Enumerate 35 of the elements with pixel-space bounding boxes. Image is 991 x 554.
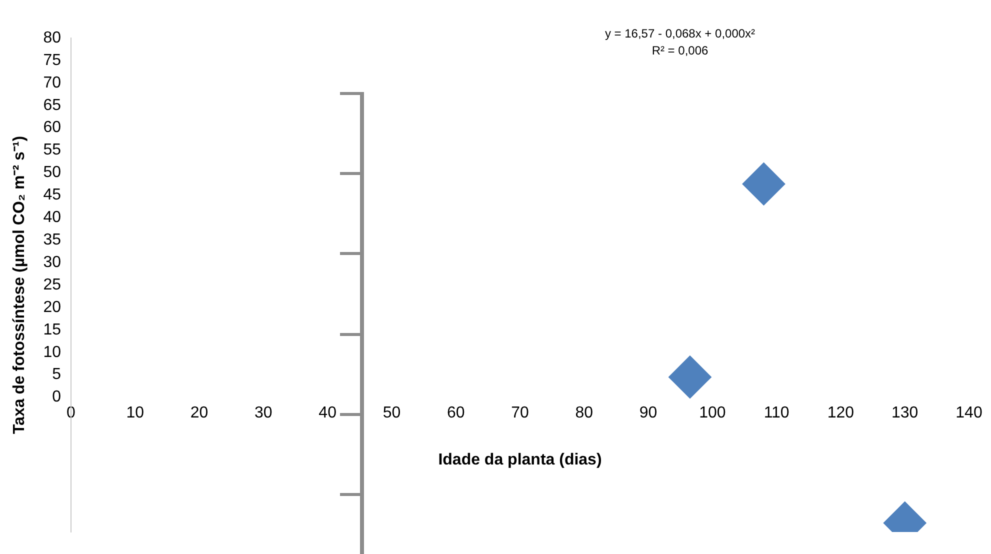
x-tick-label: 90 <box>639 404 658 422</box>
annotation: y = 16,57 - 0,068x + 0,000x² <box>604 26 756 40</box>
y-tick-label: 5 <box>52 366 62 384</box>
y-tick-label: 60 <box>43 119 62 136</box>
y-tick-label: 25 <box>43 276 62 294</box>
y-tick-label: 65 <box>43 96 62 114</box>
x-tick-label: 20 <box>190 404 208 422</box>
y-tick-label: 10 <box>43 344 62 361</box>
x-tick-label: 50 <box>382 404 401 422</box>
x-tick-label: 120 <box>827 404 854 422</box>
x-tick-label: 110 <box>764 404 790 422</box>
y-tick-label: 45 <box>43 186 62 204</box>
y-tick-label: 70 <box>43 74 62 92</box>
y-tick-label: 75 <box>43 52 62 69</box>
y-tick-label: 50 <box>43 164 62 182</box>
x-tick-label: 80 <box>575 404 594 422</box>
y-tick-label: 40 <box>43 209 62 226</box>
x-tick-label: 10 <box>126 404 144 422</box>
x-tick-label: 30 <box>254 404 272 422</box>
x-tick-label: 60 <box>446 404 465 422</box>
x-tick-label: 70 <box>511 404 529 422</box>
annotation: R² = 0,006 <box>652 43 709 58</box>
y-tick-label: 35 <box>43 231 62 248</box>
y-axis-title: Taxa de fotossíntese (µmol CO₂ m⁻² s⁻¹) <box>11 136 28 434</box>
y-tick-label: 0 <box>52 388 62 406</box>
x-tick-label: 100 <box>699 404 726 422</box>
y-tick-label: 80 <box>43 29 62 46</box>
y-tick-label: 20 <box>43 298 62 316</box>
y-tick-label: 15 <box>43 321 62 338</box>
x-tick-label: 130 <box>892 404 918 422</box>
y-tick-label: 55 <box>43 142 62 159</box>
x-axis-title: Idade da planta (dias) <box>438 451 602 468</box>
y-tick-label: 30 <box>43 254 62 271</box>
x-tick-label: 40 <box>318 404 337 422</box>
x-tick-label: 140 <box>956 404 982 422</box>
